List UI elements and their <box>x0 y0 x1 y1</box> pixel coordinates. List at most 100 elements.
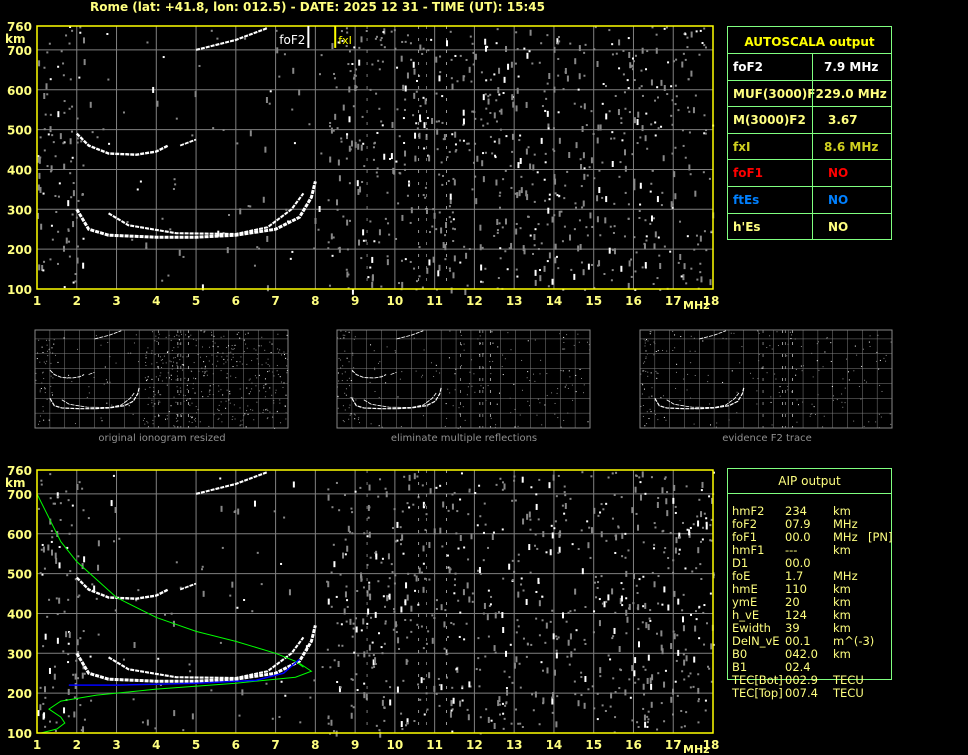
noise-dot <box>352 622 355 625</box>
noise-dot <box>637 111 640 118</box>
noise-dot <box>651 571 654 574</box>
noise-dot <box>588 344 590 346</box>
noise-dot <box>201 367 203 369</box>
noise-dot <box>62 74 65 77</box>
noise-dot <box>479 716 482 719</box>
noise-dot <box>334 113 337 120</box>
noise-dot <box>581 568 584 575</box>
noise-dot <box>487 98 490 105</box>
noise-dot <box>344 553 347 556</box>
noise-dot <box>614 94 617 97</box>
noise-dot <box>642 370 644 372</box>
noise-dot <box>56 613 59 616</box>
noise-dot <box>621 139 624 142</box>
aip-unit: km <box>833 582 851 596</box>
noise-dot <box>358 417 360 419</box>
y-unit-label: km <box>5 476 25 490</box>
noise-dot <box>495 424 497 426</box>
noise-dot <box>229 393 231 395</box>
noise-dot <box>700 577 703 580</box>
noise-dot <box>266 285 269 292</box>
noise-dot <box>557 42 560 45</box>
noise-dot <box>642 384 644 386</box>
noise-dot <box>76 257 79 264</box>
noise-dot <box>683 378 685 380</box>
noise-dot <box>160 394 162 396</box>
noise-dot <box>570 651 573 658</box>
noise-dot <box>567 412 569 414</box>
noise-dot <box>519 686 522 689</box>
noise-dot <box>79 704 82 707</box>
noise-dot <box>195 420 197 422</box>
noise-dot <box>390 563 393 566</box>
noise-dot <box>512 101 515 108</box>
noise-dot <box>327 722 330 725</box>
noise-dot <box>546 395 548 397</box>
noise-dot <box>484 45 487 52</box>
noise-dot <box>212 340 214 342</box>
noise-dot <box>253 419 255 421</box>
noise-dot <box>406 72 409 79</box>
noise-dot <box>81 487 84 490</box>
noise-dot <box>248 393 250 395</box>
noise-dot <box>189 398 191 400</box>
noise-dot <box>327 581 330 588</box>
noise-dot <box>646 725 649 728</box>
noise-dot <box>511 94 514 101</box>
noise-dot <box>579 158 582 161</box>
noise-dot <box>341 39 344 42</box>
noise-dot <box>649 408 651 410</box>
noise-dot <box>43 149 46 152</box>
noise-dot <box>656 277 659 280</box>
noise-dot <box>403 475 406 478</box>
noise-dot <box>170 339 172 341</box>
noise-dot <box>380 285 383 288</box>
noise-dot <box>638 209 641 212</box>
noise-dot <box>710 424 712 426</box>
noise-dot <box>52 377 54 379</box>
noise-dot <box>703 230 706 233</box>
noise-dot <box>722 381 724 383</box>
noise-dot <box>335 86 338 89</box>
noise-dot <box>112 474 115 477</box>
noise-dot <box>471 359 473 361</box>
noise-dot <box>584 43 587 46</box>
noise-dot <box>396 686 399 693</box>
x-tick-label: 7 <box>271 738 279 752</box>
noise-dot <box>220 505 223 512</box>
noise-dot <box>226 373 228 375</box>
noise-dot <box>529 405 531 407</box>
noise-dot <box>527 371 529 373</box>
noise-dot <box>644 668 647 671</box>
noise-dot <box>519 722 522 725</box>
noise-dot <box>236 333 238 335</box>
noise-dot <box>554 413 556 415</box>
noise-dot <box>499 247 502 250</box>
noise-dot <box>498 194 501 197</box>
noise-dot <box>794 338 796 340</box>
noise-dot <box>440 161 443 164</box>
noise-dot <box>707 374 709 376</box>
echo-trace <box>75 625 317 683</box>
noise-dot <box>384 487 387 490</box>
noise-dot <box>382 696 385 699</box>
noise-dot <box>413 720 416 723</box>
noise-dot <box>498 67 501 74</box>
noise-dot <box>567 387 569 389</box>
noise-dot <box>42 372 44 374</box>
noise-dot <box>630 258 633 261</box>
row-label: h'Es <box>733 219 761 234</box>
noise-dot <box>186 388 188 390</box>
noise-dot <box>649 619 652 622</box>
noise-dot <box>408 474 411 481</box>
noise-dot <box>499 257 502 260</box>
noise-dot <box>369 556 372 559</box>
noise-dot <box>573 609 576 612</box>
noise-dot <box>139 180 142 183</box>
noise-dot <box>510 349 512 351</box>
noise-dot <box>286 370 288 372</box>
noise-dot <box>115 362 117 364</box>
noise-dot <box>50 375 52 377</box>
noise-dot <box>504 250 507 253</box>
noise-dot <box>404 599 407 606</box>
